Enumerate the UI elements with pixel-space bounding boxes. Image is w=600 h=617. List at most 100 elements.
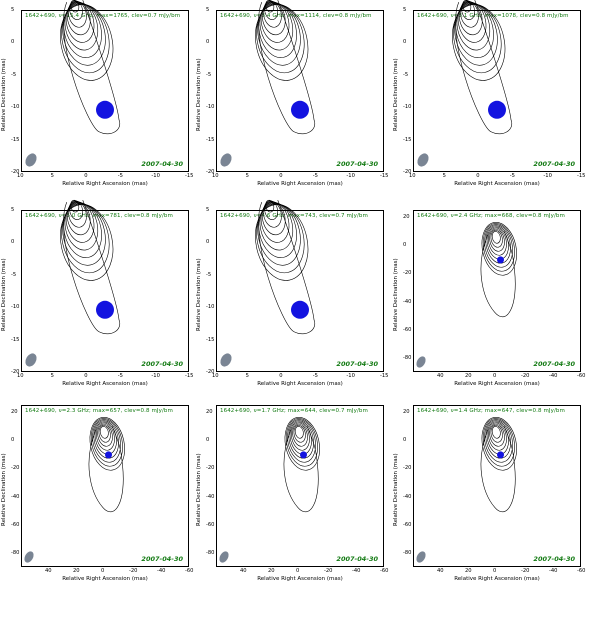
contour-panel: 1642+690, ν=8.1 GHz; max=1078, clev=0.8 … xyxy=(393,0,585,187)
y-tick-label: -20 xyxy=(206,169,215,175)
y-tick-label: 5 xyxy=(206,7,210,13)
x-tick-label: 40 xyxy=(240,568,247,574)
y-tick-label: -40 xyxy=(403,298,412,305)
contour-line xyxy=(90,418,123,467)
contour-plot xyxy=(219,417,320,563)
contour-plot xyxy=(220,199,316,367)
x-tick-label: 0 xyxy=(296,568,300,574)
core-marker xyxy=(497,256,504,264)
contour-line xyxy=(285,418,318,467)
contour-line xyxy=(260,1,290,43)
contour-line xyxy=(455,0,513,135)
y-tick-label: 5 xyxy=(11,207,15,213)
beam-ellipse xyxy=(219,551,229,563)
contour-plot xyxy=(220,0,316,167)
contour-line xyxy=(292,423,308,447)
x-tick-label: -5 xyxy=(312,173,318,179)
contour-line xyxy=(455,2,494,58)
contour-panel: 1642+690, ν=5.0 GHz; max=781, clev=0.8 m… xyxy=(1,199,193,387)
x-tick-label: 5 xyxy=(245,173,249,179)
y-tick-label: -10 xyxy=(11,304,20,311)
x-tick-label: 20 xyxy=(73,568,80,574)
x-tick-label: 40 xyxy=(437,373,444,379)
panel-header: 1642+690, ν=2.4 GHz; max=668, clev=0.8 m… xyxy=(417,213,565,219)
contour-plot xyxy=(416,417,517,563)
contour-panel: 1642+690, ν=4.6 GHz; max=743, clev=0.7 m… xyxy=(196,199,388,387)
contour-line xyxy=(99,426,109,439)
contour-line xyxy=(66,201,91,236)
contour-line xyxy=(294,426,304,439)
contour-panel: 1642+690, ν=1.7 GHz; max=644, clev=0.7 m… xyxy=(196,405,388,582)
observation-date: 2007-04-30 xyxy=(141,360,183,368)
contour-line xyxy=(461,0,475,20)
contour-line xyxy=(490,229,503,248)
observation-date: 2007-04-30 xyxy=(336,555,378,563)
x-tick-label: 20 xyxy=(268,568,275,574)
y-tick-label: 5 xyxy=(11,7,15,13)
contour-line xyxy=(63,200,121,335)
x-tick-label: -10 xyxy=(151,173,160,179)
contour-line xyxy=(284,417,320,471)
contour-line xyxy=(260,201,290,243)
y-tick-label: 0 xyxy=(11,239,15,246)
y-tick-label: 0 xyxy=(403,437,407,444)
contour-line xyxy=(258,200,316,335)
contour-line xyxy=(69,200,83,220)
contour-line xyxy=(485,420,511,459)
y-tick-label: -10 xyxy=(403,104,412,111)
panel-header: 1642+690, ν=1.4 GHz; max=647, clev=0.8 m… xyxy=(417,408,565,414)
x-tick-label: -5 xyxy=(117,173,123,179)
contour-line xyxy=(60,4,114,81)
contour-line xyxy=(481,222,517,276)
x-axis-label: Relative Right Ascension (mas) xyxy=(62,381,148,387)
contour-line xyxy=(489,228,505,252)
contour-panel: 1642+690, ν=15.4 GHz; max=1765, clev=0.7… xyxy=(1,0,193,187)
plot-frame xyxy=(216,210,384,372)
contour-line xyxy=(60,204,114,281)
contour-line xyxy=(261,201,286,236)
plot-frame xyxy=(413,10,581,172)
x-tick-label: -40 xyxy=(549,373,558,379)
y-tick-label: 0 xyxy=(11,437,15,444)
y-tick-label: -60 xyxy=(403,521,412,528)
x-tick-label: -20 xyxy=(324,568,333,574)
x-axis-label: Relative Right Ascension (mas) xyxy=(257,576,343,582)
contour-line xyxy=(96,422,115,451)
y-axis-label: Relative Declination (mas) xyxy=(196,258,202,331)
y-tick-label: -40 xyxy=(403,493,412,500)
y-tick-label: -20 xyxy=(403,465,412,472)
x-tick-label: 10 xyxy=(212,373,219,379)
y-tick-label: -80 xyxy=(403,549,412,556)
contour-line xyxy=(452,4,506,81)
x-tick-label: -60 xyxy=(380,568,389,574)
contour-line xyxy=(454,3,498,66)
y-tick-label: 20 xyxy=(403,214,410,221)
beam-ellipse xyxy=(417,153,429,167)
contour-line xyxy=(484,419,513,463)
x-tick-label: -20 xyxy=(129,568,138,574)
contour-line xyxy=(482,418,515,467)
contour-line xyxy=(68,0,87,28)
contour-line xyxy=(457,1,487,43)
contour-line xyxy=(64,202,99,251)
x-tick-label: 5 xyxy=(245,373,249,379)
contour-line xyxy=(255,204,309,281)
contour-plot xyxy=(416,222,517,368)
core-marker xyxy=(96,300,114,319)
contour-line xyxy=(293,424,306,443)
x-tick-label: 0 xyxy=(279,173,283,179)
y-tick-label: -5 xyxy=(206,71,212,78)
x-tick-label: -60 xyxy=(185,568,194,574)
y-tick-label: 0 xyxy=(206,239,210,246)
y-tick-label: -60 xyxy=(206,521,215,528)
contour-line xyxy=(92,419,121,463)
contour-panel: 1642+690, ν=1.4 GHz; max=647, clev=0.8 m… xyxy=(393,405,585,582)
y-tick-label: -10 xyxy=(11,104,20,111)
core-marker xyxy=(291,300,309,319)
x-tick-label: 10 xyxy=(409,173,416,179)
contour-panel: 1642+690, ν=2.4 GHz; max=668, clev=0.8 m… xyxy=(393,210,585,387)
x-tick-label: 5 xyxy=(442,173,446,179)
contour-line xyxy=(93,420,119,459)
y-axis-label: Relative Declination (mas) xyxy=(196,58,202,131)
contour-line xyxy=(264,0,278,20)
